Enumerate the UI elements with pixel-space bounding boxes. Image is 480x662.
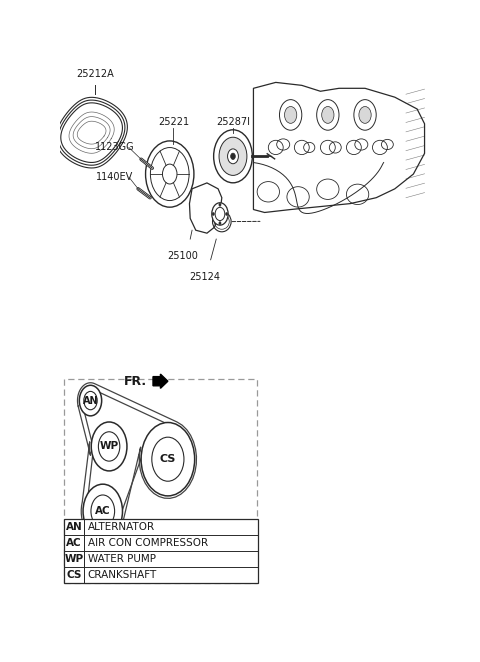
Circle shape bbox=[279, 99, 302, 130]
Circle shape bbox=[359, 107, 371, 123]
Text: WP: WP bbox=[65, 554, 84, 564]
Circle shape bbox=[212, 203, 228, 225]
Circle shape bbox=[219, 203, 221, 207]
Text: 1140EV: 1140EV bbox=[96, 172, 134, 182]
Circle shape bbox=[83, 484, 122, 538]
Circle shape bbox=[317, 99, 339, 130]
Text: 25212A: 25212A bbox=[76, 70, 114, 79]
Circle shape bbox=[219, 222, 221, 224]
Text: AC: AC bbox=[95, 506, 110, 516]
Circle shape bbox=[141, 422, 195, 496]
Text: WATER PUMP: WATER PUMP bbox=[87, 554, 156, 564]
Circle shape bbox=[91, 495, 115, 528]
Text: 25124: 25124 bbox=[190, 271, 221, 281]
Circle shape bbox=[91, 422, 127, 471]
Text: CS: CS bbox=[66, 570, 82, 580]
Text: AN: AN bbox=[66, 522, 83, 532]
Text: CRANKSHAFT: CRANKSHAFT bbox=[87, 570, 157, 580]
Text: CS: CS bbox=[160, 454, 176, 464]
Circle shape bbox=[145, 141, 194, 207]
Text: AN: AN bbox=[83, 396, 98, 406]
Circle shape bbox=[228, 149, 239, 164]
Text: AC: AC bbox=[66, 538, 82, 548]
Text: 25287I: 25287I bbox=[216, 117, 250, 126]
Text: AIR CON COMPRESSOR: AIR CON COMPRESSOR bbox=[87, 538, 208, 548]
Circle shape bbox=[212, 213, 215, 216]
Circle shape bbox=[285, 107, 297, 123]
Circle shape bbox=[84, 391, 97, 410]
Circle shape bbox=[98, 432, 120, 461]
Text: 1123GG: 1123GG bbox=[95, 142, 135, 152]
Circle shape bbox=[231, 153, 235, 160]
Circle shape bbox=[152, 437, 184, 481]
Circle shape bbox=[215, 207, 225, 220]
Circle shape bbox=[163, 164, 177, 184]
Text: 25100: 25100 bbox=[168, 251, 198, 261]
Circle shape bbox=[226, 213, 228, 216]
Text: FR.: FR. bbox=[124, 375, 147, 388]
Bar bbox=[64, 520, 258, 583]
Text: ALTERNATOR: ALTERNATOR bbox=[87, 522, 155, 532]
Circle shape bbox=[322, 107, 334, 123]
Circle shape bbox=[79, 385, 102, 416]
Circle shape bbox=[150, 148, 189, 201]
Circle shape bbox=[219, 137, 247, 175]
Circle shape bbox=[354, 99, 376, 130]
Text: WP: WP bbox=[99, 442, 119, 451]
Circle shape bbox=[214, 130, 252, 183]
FancyArrow shape bbox=[153, 374, 168, 389]
Text: 25221: 25221 bbox=[158, 117, 189, 126]
